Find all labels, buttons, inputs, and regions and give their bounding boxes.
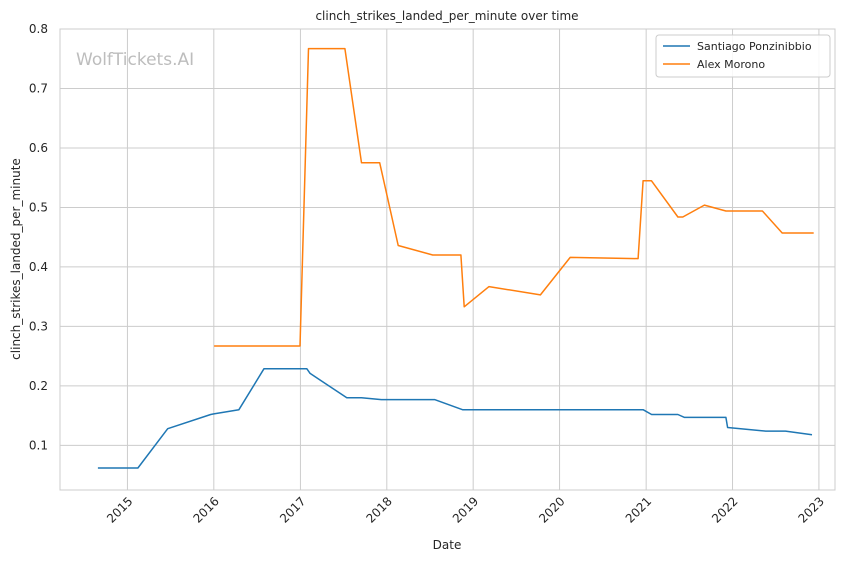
legend-label-alex-morono: Alex Morono: [697, 58, 765, 71]
y-tick-label: 0.6: [29, 141, 48, 155]
x-tick-label: 2020: [536, 494, 567, 525]
series-lines: [97, 47, 814, 469]
watermark-text: WolfTickets.AI: [76, 50, 194, 70]
grid-lines: [60, 28, 835, 490]
legend-box: [655, 34, 831, 78]
legend: Santiago Ponzinibbio Alex Morono: [655, 34, 831, 78]
x-tick-label: 2016: [190, 494, 221, 525]
y-tick-label: 0.1: [29, 438, 48, 452]
x-tick-label: 2015: [104, 494, 135, 525]
x-tick-label: 2018: [363, 494, 394, 525]
y-tick-label: 0.3: [29, 319, 48, 333]
series-line-santiago-ponzinibbio: [97, 367, 813, 469]
y-tick-label: 0.2: [29, 379, 48, 393]
x-tick-labels: 2015 2016 2017 2018 2019 2020 2021 2022 2023: [104, 494, 827, 525]
x-tick-label: 2017: [277, 494, 308, 525]
x-tick-label: 2021: [623, 494, 654, 525]
y-tick-label: 0.8: [29, 22, 48, 36]
y-tick-label: 0.7: [29, 81, 48, 95]
y-axis-title: clinch_strikes_landed_per_minute: [9, 158, 23, 360]
y-tick-labels: 0.1 0.2 0.3 0.4 0.5 0.6 0.7 0.8: [29, 22, 48, 452]
x-tick-label: 2019: [450, 494, 481, 525]
x-tick-label: 2023: [796, 494, 827, 525]
legend-label-santiago-ponzinibbio: Santiago Ponzinibbio: [697, 40, 812, 53]
plot-frame: [59, 28, 836, 491]
x-tick-label: 2022: [709, 494, 740, 525]
chart-title: clinch_strikes_landed_per_minute over ti…: [315, 9, 578, 23]
y-tick-label: 0.4: [29, 260, 48, 274]
series-line-alex-morono: [214, 47, 814, 347]
y-tick-label: 0.5: [29, 200, 48, 214]
x-axis-title: Date: [433, 538, 462, 552]
